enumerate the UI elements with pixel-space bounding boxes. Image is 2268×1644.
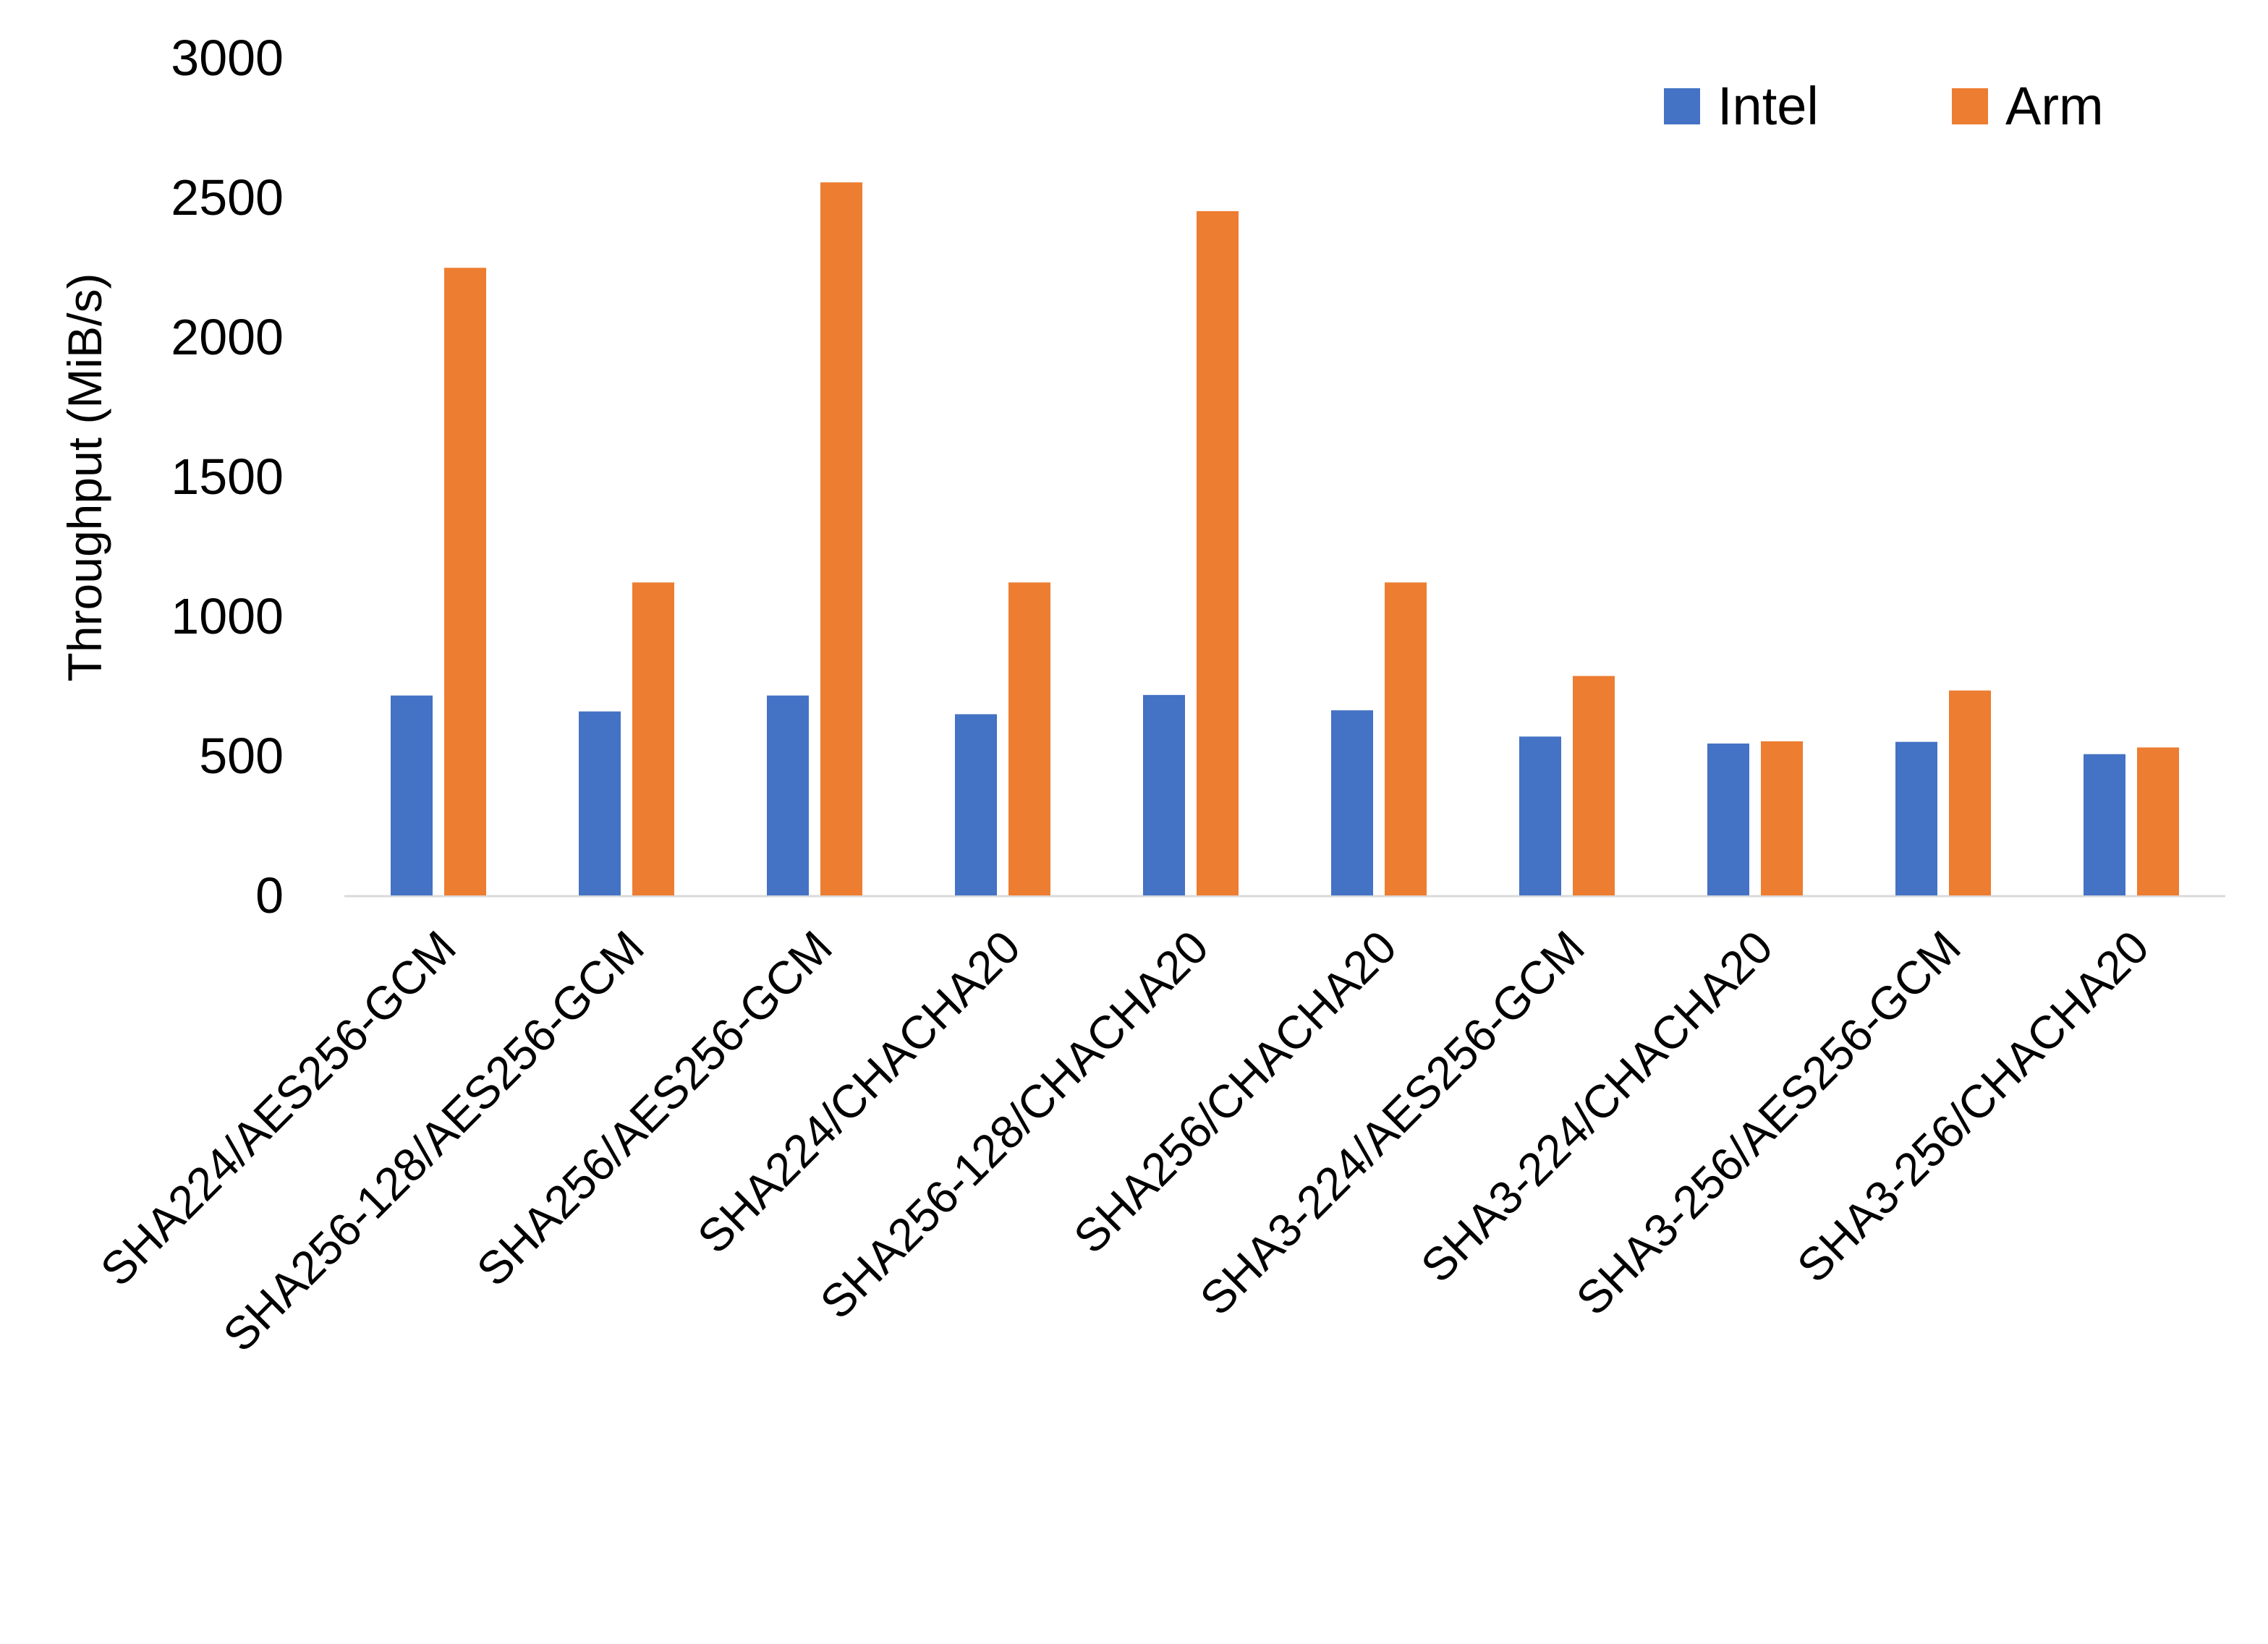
x-tick-label: SHA3-224/AES256-GCM bbox=[1190, 921, 1594, 1325]
bar-intel-10 bbox=[2084, 754, 2125, 895]
y-tick-label: 2500 bbox=[171, 169, 284, 226]
bar-intel-8 bbox=[1707, 744, 1749, 895]
bar-intel-2 bbox=[579, 711, 621, 895]
legend: Intel Arm bbox=[1664, 76, 2104, 136]
bar-arm-4 bbox=[1008, 582, 1050, 895]
bar-arm-9 bbox=[1949, 690, 1991, 895]
bar-arm-10 bbox=[2137, 747, 2179, 895]
legend-label-intel: Intel bbox=[1717, 76, 1819, 136]
legend-swatch-arm bbox=[1952, 88, 1988, 124]
x-axis-labels: SHA224/AES256-GCMSHA256-128/AES256-GCMSH… bbox=[90, 921, 2159, 1361]
x-tick-label: SHA224/CHACHA20 bbox=[687, 921, 1029, 1263]
x-tick-label: SHA224/AES256-GCM bbox=[90, 921, 466, 1296]
bar-intel-1 bbox=[391, 695, 433, 895]
x-tick-label: SHA3-256/CHACHA20 bbox=[1787, 921, 2159, 1292]
y-tick-label: 500 bbox=[199, 728, 284, 784]
x-tick-label: SHA256/CHACHA20 bbox=[1063, 921, 1406, 1263]
bar-intel-7 bbox=[1519, 736, 1561, 895]
y-tick-label: 1500 bbox=[171, 448, 284, 505]
bar-intel-3 bbox=[767, 695, 809, 895]
bar-arm-5 bbox=[1197, 210, 1239, 895]
bar-arm-7 bbox=[1573, 676, 1615, 895]
bar-intel-4 bbox=[955, 714, 997, 895]
y-tick-label: 1000 bbox=[171, 588, 284, 644]
legend-swatch-intel bbox=[1664, 88, 1700, 124]
bar-intel-9 bbox=[1895, 741, 1937, 895]
y-tick-label: 3000 bbox=[171, 30, 284, 86]
y-tick-label: 0 bbox=[255, 867, 284, 924]
y-axis-ticks: 0 500 1000 1500 2000 2500 3000 bbox=[171, 30, 284, 924]
bar-arm-2 bbox=[632, 582, 674, 895]
x-tick-label: SHA256/AES256-GCM bbox=[467, 921, 842, 1296]
bars bbox=[391, 182, 2179, 896]
bar-arm-3 bbox=[820, 182, 862, 895]
y-axis-title: Throughput (MiB/s) bbox=[58, 273, 111, 682]
bar-arm-1 bbox=[444, 268, 486, 896]
legend-label-arm: Arm bbox=[2005, 76, 2104, 136]
x-tick-label: SHA256-128/CHACHA20 bbox=[810, 921, 1218, 1329]
x-tick-label: SHA3-256/AES256-GCM bbox=[1566, 921, 1971, 1325]
bar-intel-5 bbox=[1143, 694, 1185, 895]
bar-intel-6 bbox=[1331, 710, 1373, 895]
bar-arm-6 bbox=[1385, 582, 1427, 895]
y-tick-label: 2000 bbox=[171, 309, 284, 365]
x-tick-label: SHA3-224/CHACHA20 bbox=[1411, 921, 1783, 1292]
bar-arm-8 bbox=[1761, 741, 1803, 895]
